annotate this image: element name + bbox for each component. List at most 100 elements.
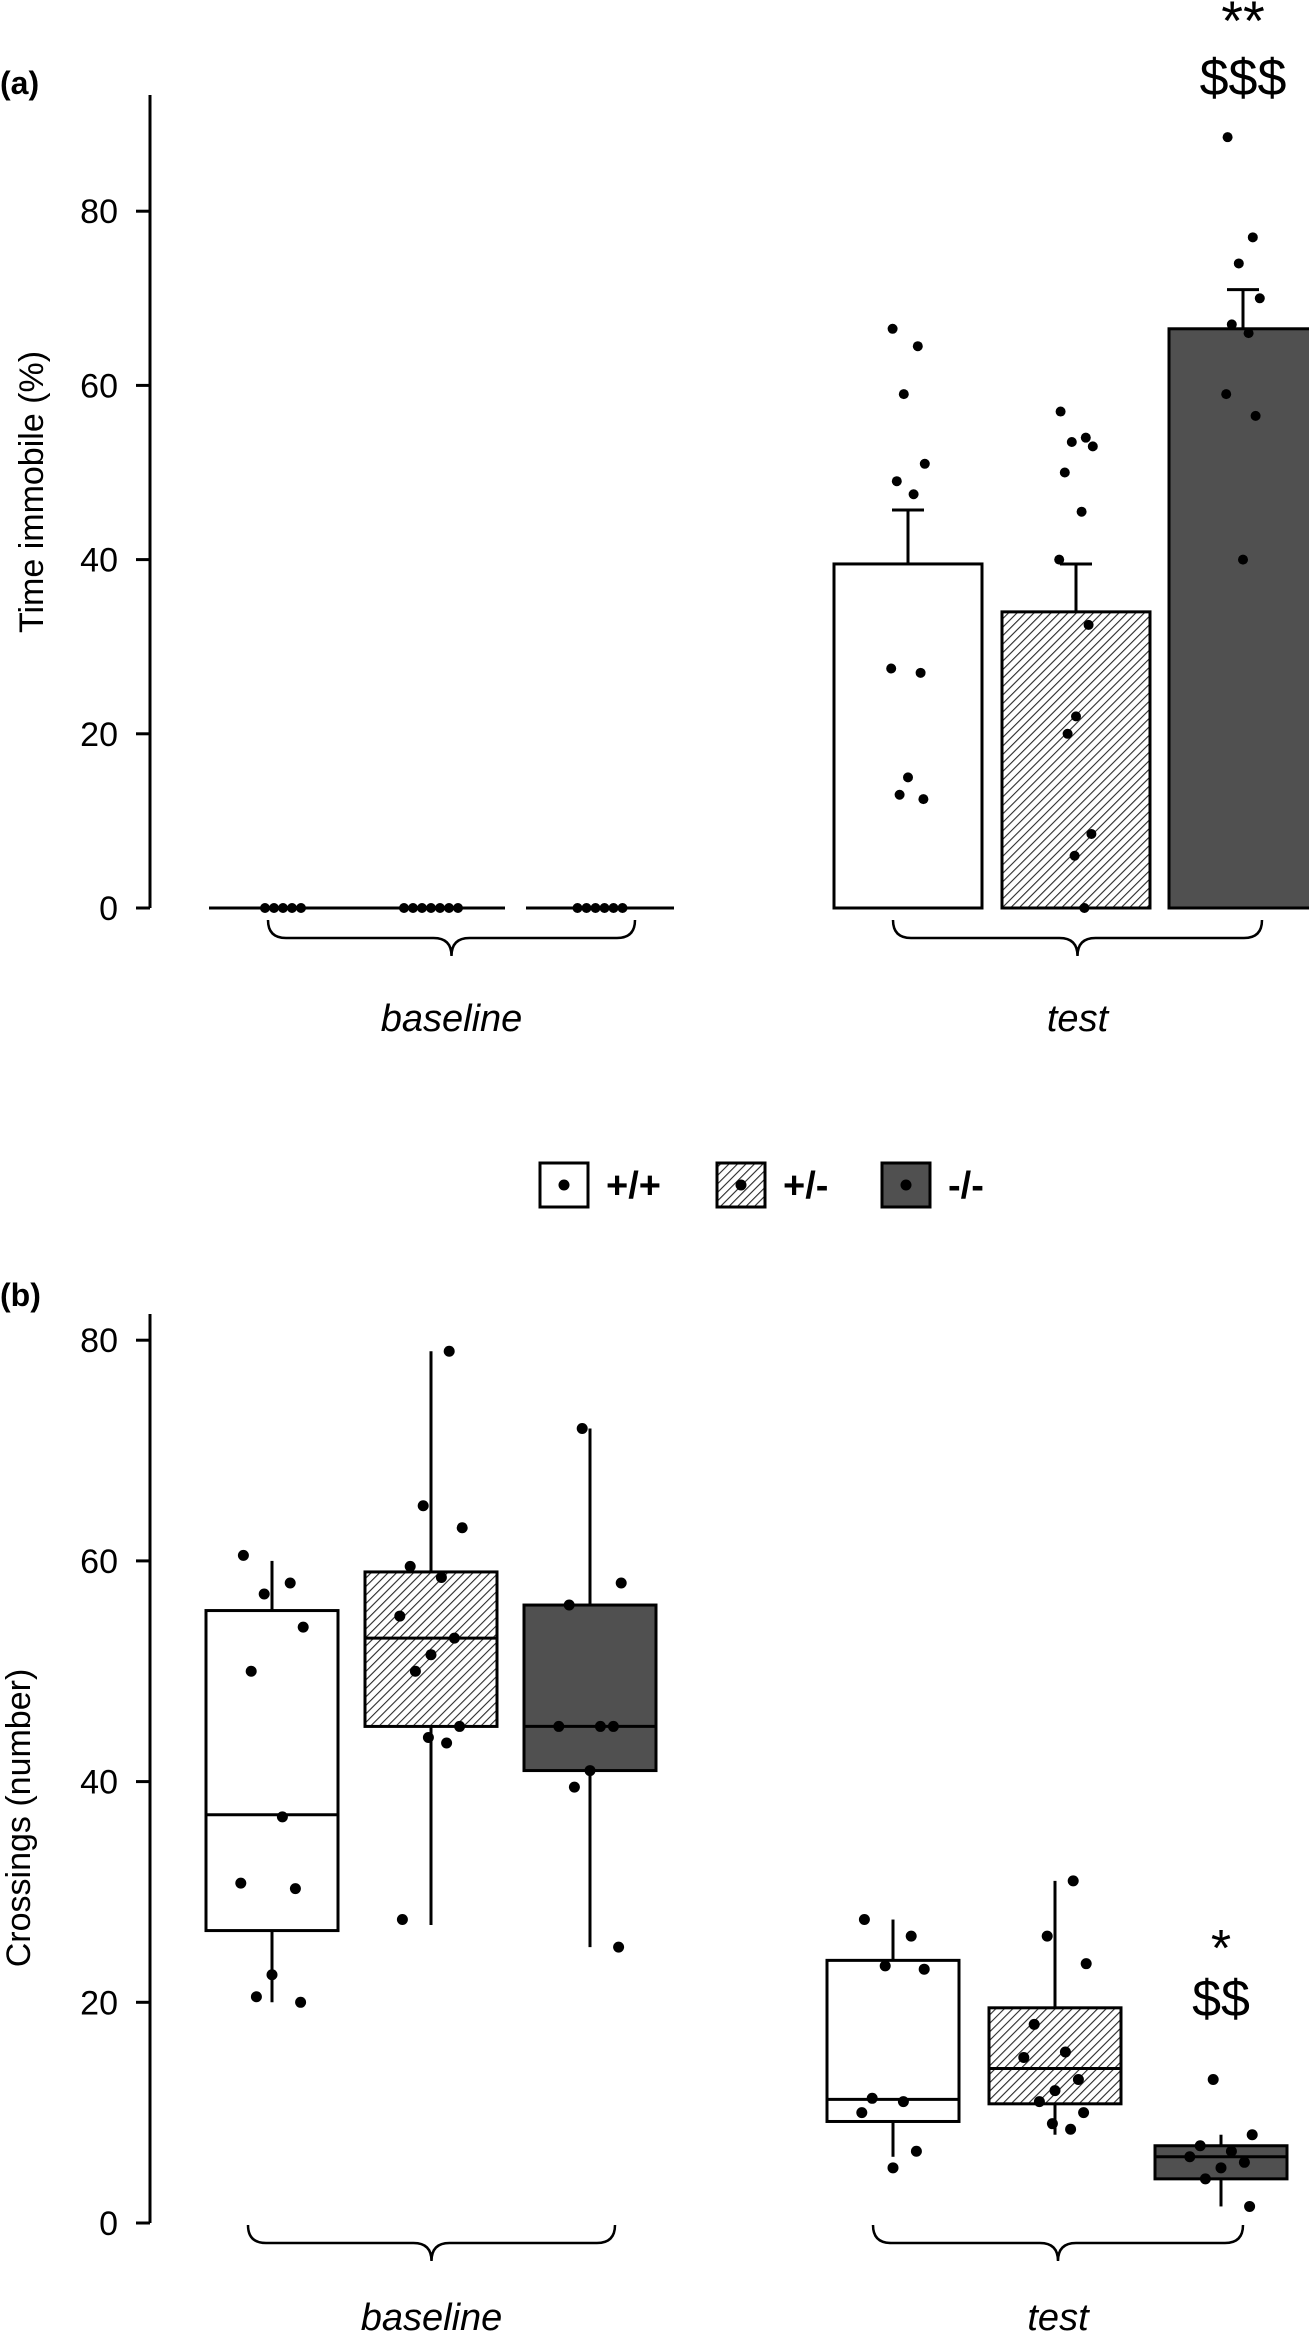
panel-b-label: (b): [0, 1277, 41, 1313]
panel-b-data-point: [1046, 2118, 1058, 2130]
panel-a-data-point: [891, 476, 902, 487]
panel-a-data-point: [894, 789, 905, 800]
panel-a-data-point: [1069, 850, 1080, 861]
panel-b-data-point: [422, 1731, 434, 1743]
panel-a-data-point: [886, 663, 897, 674]
panel-a-data-point: [1076, 506, 1087, 517]
panel-a-group-brace: [891, 919, 1264, 957]
panel-a-annotations: **$$$: [1200, 0, 1287, 107]
panel-a-data-point: [1233, 258, 1244, 269]
panel-b-data-point: [1078, 2107, 1090, 2119]
panel-b-data-point: [1238, 2156, 1250, 2168]
panel-a-significance-label: **: [1221, 0, 1265, 52]
panel-b-data-point: [1018, 2051, 1030, 2063]
panel-b-group-brace: [871, 2224, 1245, 2262]
panel-a-tick-label: 80: [80, 193, 118, 231]
panel-b-data-point: [284, 1577, 296, 1589]
panel-b-data-point: [584, 1765, 596, 1777]
panel-b-box: [204, 1609, 340, 1933]
panel-b-tick-label: 0: [99, 2205, 118, 2243]
panel-b-data-point: [443, 1345, 455, 1357]
panel-b-data-point: [409, 1665, 421, 1677]
panel-b-data-point: [417, 1500, 429, 1512]
panel-b-data-point: [1059, 2046, 1071, 2058]
panel-b-y-ticks: 0 20 40 60 80: [80, 1322, 150, 2243]
panel-b-group-brace: [246, 2224, 617, 2262]
panel-a-tick-label: 60: [80, 367, 118, 405]
panel-a-data-point: [1062, 728, 1073, 739]
panel-a-data-point: [898, 389, 909, 400]
panel-b-data-point: [613, 1941, 625, 1953]
panel-a-data-point: [617, 903, 628, 913]
panel-b-data-point: [1049, 2085, 1061, 2097]
panel-a-tick-label: 40: [80, 542, 118, 580]
panel-a-data-point: [444, 903, 454, 913]
panel-b-data-point: [425, 1649, 437, 1661]
panel-a: (a) Time immobile (%) 0 20 40 60 80 baseline…: [0, 0, 1309, 1040]
panel-a-data-point: [287, 903, 297, 913]
panel-a-data-point: [1226, 319, 1237, 330]
panel-a-data-point: [1055, 406, 1066, 417]
panel-a-data-point: [1059, 467, 1070, 478]
legend-swatch-dot: [900, 1179, 912, 1191]
panel-a-data-point: [260, 903, 270, 913]
panel-b-data-point: [456, 1522, 468, 1534]
panel-a-bars: [209, 132, 1309, 913]
panel-a-data-point: [453, 903, 463, 913]
panel-a-data-point: [1247, 232, 1258, 243]
panel-b-data-point: [887, 2162, 899, 2174]
panel-a-data-point: [1083, 619, 1094, 630]
panel-b-annotations: *$$: [1192, 1920, 1250, 2028]
panel-b-data-point: [435, 1571, 447, 1583]
panel-b-data-point: [897, 2096, 909, 2108]
panel-a-data-point: [590, 903, 601, 913]
panel-a-group-label: baseline: [381, 998, 523, 1040]
panel-b-data-point: [1184, 2151, 1196, 2163]
panel-a-bar: [832, 562, 984, 910]
panel-b-data-point: [1225, 2145, 1237, 2157]
panel-a-data-point: [296, 903, 306, 913]
panel-b-data-point: [1207, 2074, 1219, 2086]
panel-b: (b) Crossings (number) 0 20 40 60 80 baselin…: [0, 1277, 1289, 2331]
panel-b-data-point: [1246, 2129, 1258, 2141]
panel-b-data-point: [910, 2145, 922, 2157]
panel-b-data-point: [258, 1588, 270, 1600]
panel-a-data-point: [278, 903, 288, 913]
panel-a-y-ticks: 0 20 40 60 80: [80, 193, 150, 928]
panel-a-group-label: test: [1047, 998, 1110, 1040]
panel-b-data-point: [615, 1577, 627, 1589]
panel-b-tick-label: 80: [80, 1322, 118, 1360]
panel-b-data-point: [1041, 1930, 1053, 1942]
panel-b-data-point: [856, 2107, 868, 2119]
panel-a-data-point: [1066, 437, 1077, 448]
panel-a-data-point: [912, 341, 923, 352]
panel-b-data-point: [448, 1632, 460, 1644]
legend-label: -/-: [948, 1165, 984, 1207]
panel-b-data-point: [1244, 2200, 1256, 2212]
panel-b-box: [522, 1603, 658, 1773]
panel-b-data-point: [607, 1720, 619, 1732]
panel-b-data-point: [563, 1599, 575, 1611]
panel-b-y-axis-label: Crossings (number): [0, 1669, 38, 1968]
panel-a-data-point: [1086, 828, 1097, 839]
panel-a-label: (a): [0, 65, 39, 101]
panel-b-data-point: [553, 1720, 565, 1732]
panel-a-y-axis-label: Time immobile (%): [13, 351, 51, 633]
panel-a-data-point: [1238, 554, 1248, 565]
panel-b-data-point: [594, 1720, 606, 1732]
panel-b-data-point: [905, 1930, 917, 1942]
panel-a-data-point: [1079, 903, 1090, 913]
panel-b-data-point: [396, 1914, 408, 1926]
panel-a-data-point: [919, 458, 930, 469]
panel-a-data-point: [581, 903, 592, 913]
panel-b-data-point: [1215, 2162, 1227, 2174]
panel-a-data-point: [599, 903, 610, 913]
legend-swatch-dot: [558, 1179, 570, 1191]
panel-b-data-point: [394, 1610, 406, 1622]
panel-a-data-point: [1221, 389, 1232, 400]
panel-a-bar: [1167, 327, 1309, 910]
panel-b-data-point: [245, 1665, 257, 1677]
panel-b-tick-label: 40: [80, 1764, 118, 1802]
panel-b-data-point: [250, 1991, 262, 2003]
